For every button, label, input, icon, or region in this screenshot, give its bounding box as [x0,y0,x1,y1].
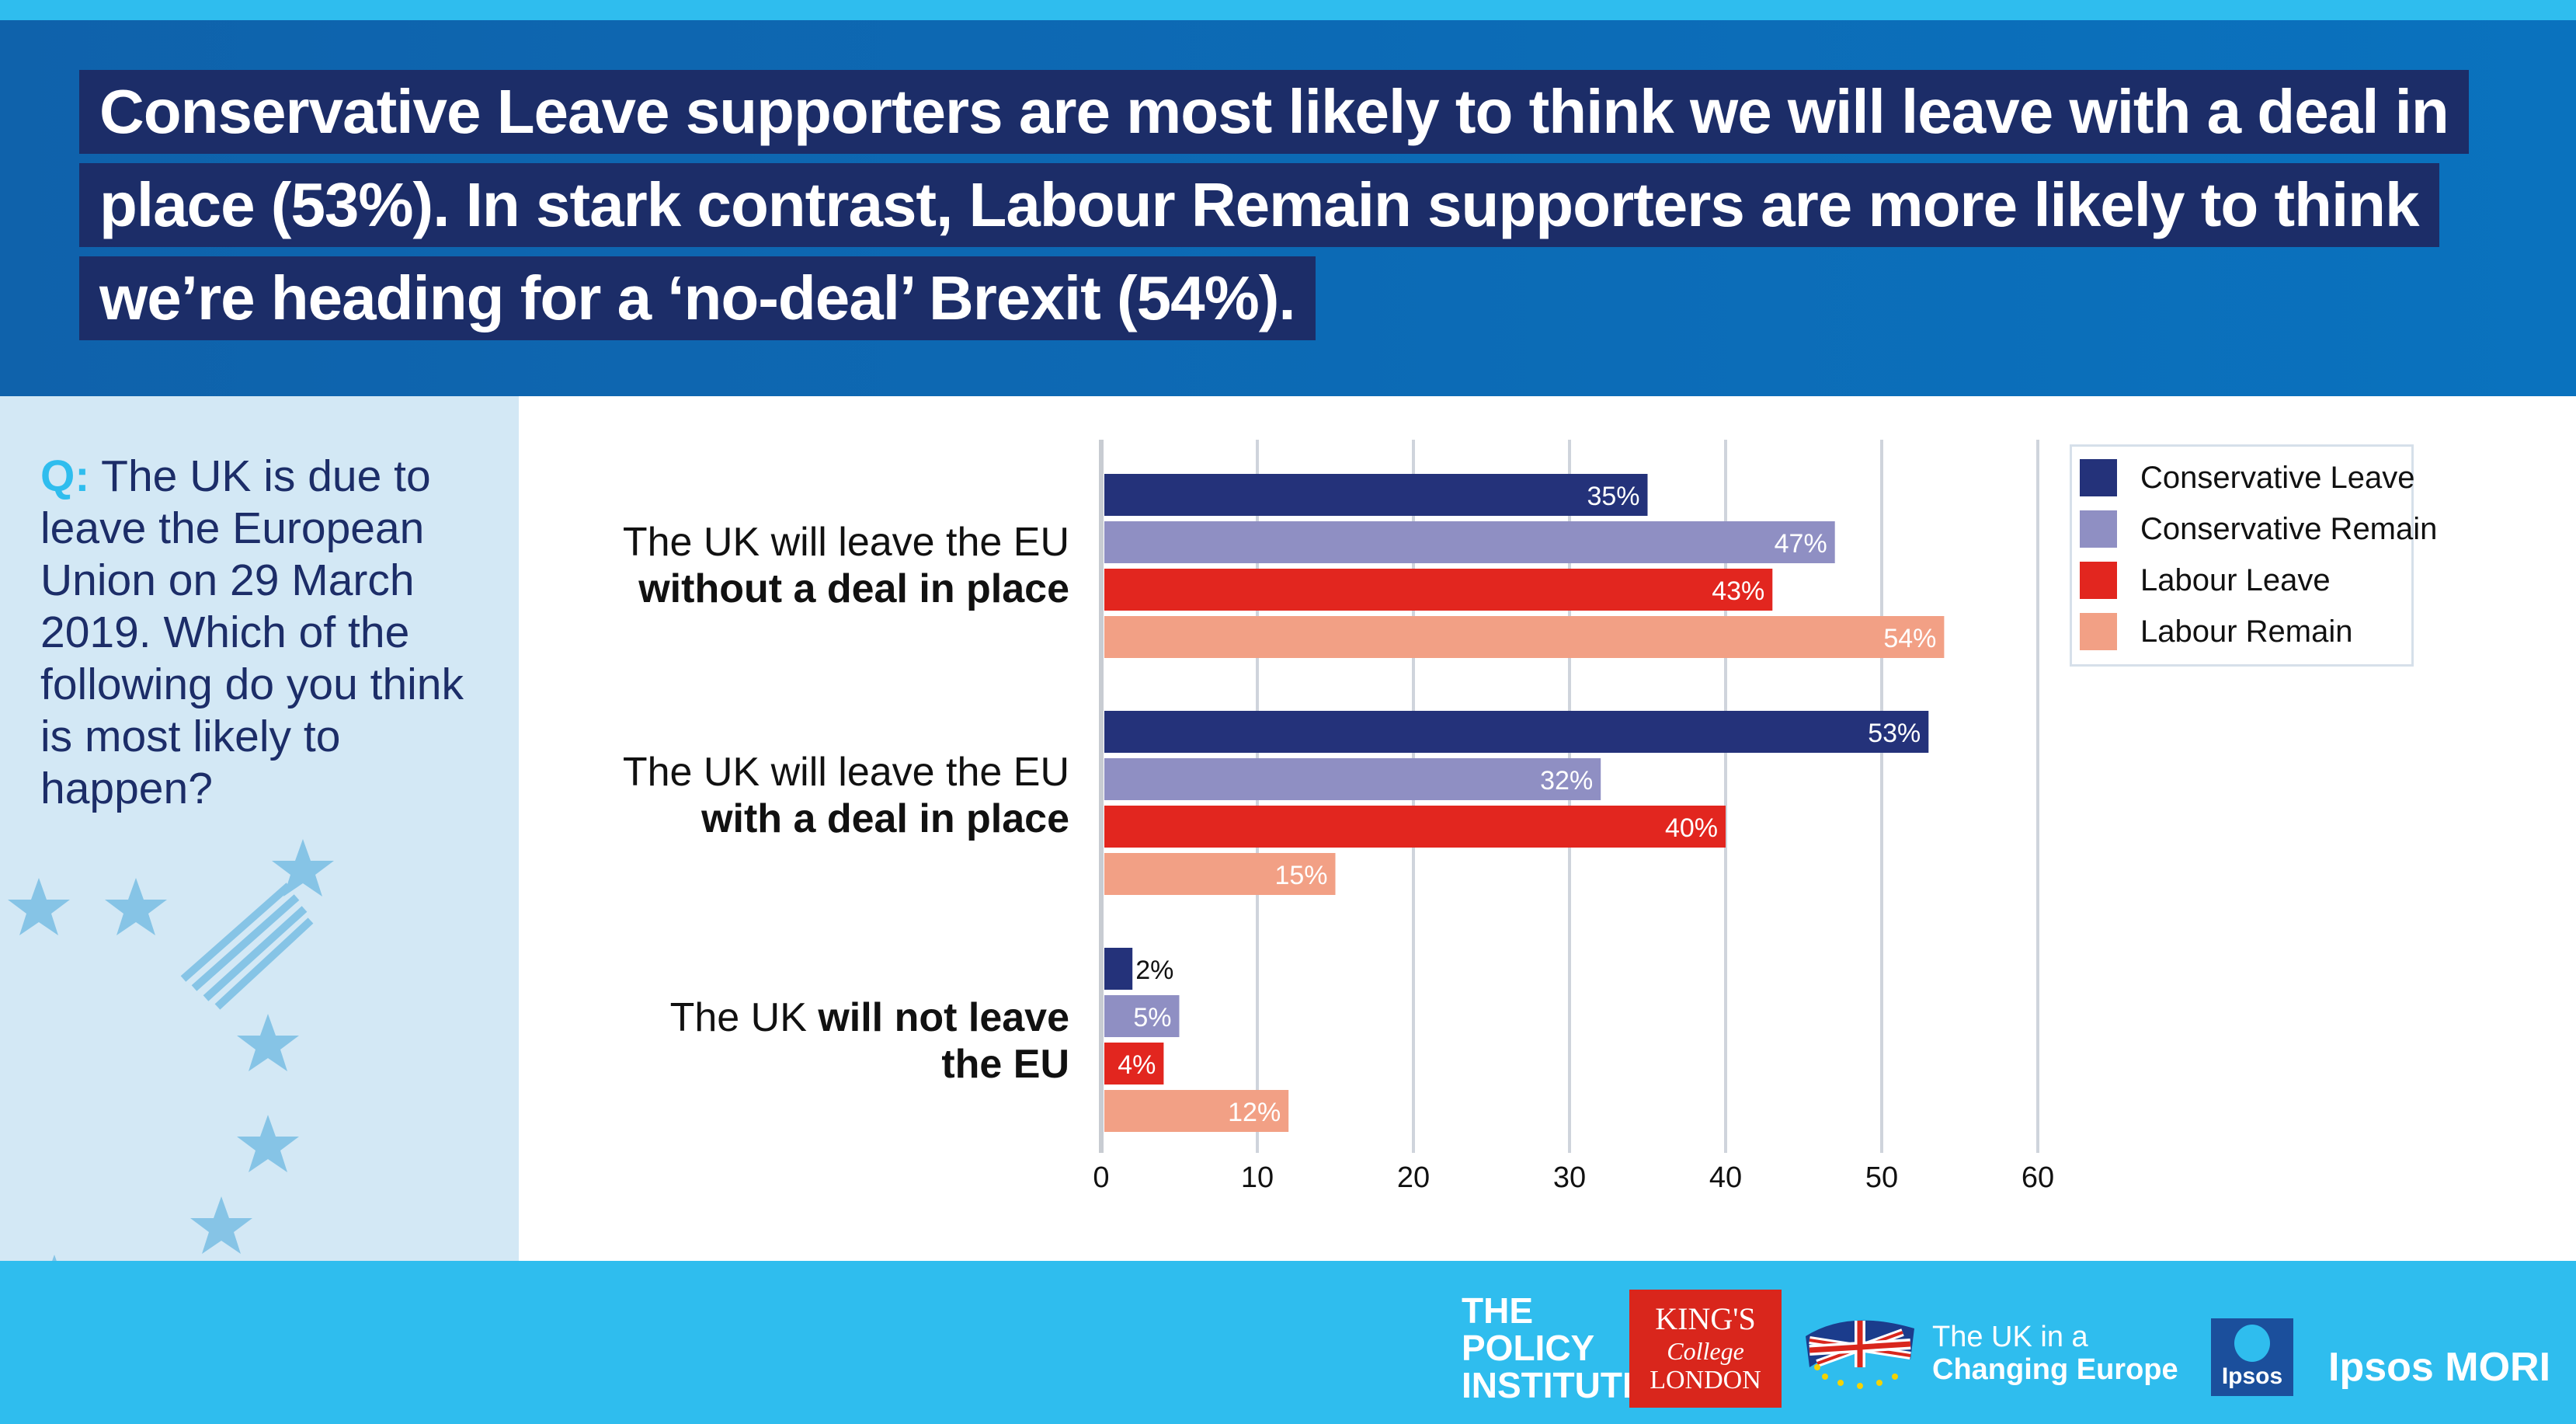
footer [0,1261,2576,1424]
question-body: The UK is due to leave the European Unio… [40,451,464,813]
category-label-not-leave: The UK will not leave the EU [670,994,1069,1088]
logo-text: Ipsos [2221,1363,2283,1389]
category-label-bold: with a deal in place [701,796,1069,841]
uk-changing-europe-logo: The UK in a Changing Europe [1932,1321,2178,1386]
legend-item: Labour Remain [2080,610,2353,653]
star-icon [272,839,334,897]
stars-decoration [8,839,334,1261]
legend-swatch [2080,459,2117,496]
question-text: Q: The UK is due to leave the European U… [40,451,506,815]
title-line-2: place (53%). In stark contrast, Labour R… [79,163,2439,247]
legend: Conservative Leave Conservative Remain L… [2070,444,2437,667]
ipsos-logo: Ipsos [2211,1318,2293,1396]
category-label-line: The UK will leave the EU [622,520,1069,565]
logo-text: College [1667,1337,1744,1365]
legend-label: Labour Remain [2140,614,2353,649]
legend-swatch [2080,613,2117,650]
shooting-star-trail [180,883,314,1010]
legend-swatch [2080,562,2117,599]
star-icon [105,878,167,935]
category-label-bold-2: the EU [941,1042,1069,1087]
star-icon [237,1115,299,1172]
star-icon [52,1255,57,1261]
logo-text: The UK in a [1932,1321,2088,1353]
legend-item: Conservative Leave [2080,456,2415,500]
legend-swatch [2080,510,2117,548]
legend-item: Labour Leave [2080,559,2331,602]
stars-group [8,839,334,1261]
title-line-3: we’re heading for a ‘no-deal’ Brexit (54… [79,256,1316,340]
question-prefix: Q: [40,451,90,501]
category-label-bold: will not leave [818,995,1069,1040]
logo-text: THE [1462,1290,1533,1331]
logo-text: POLICY [1462,1328,1595,1368]
legend-label: Labour Leave [2140,562,2331,597]
policy-institute-logo: THE POLICY INSTITUTE [1462,1292,1646,1404]
category-label-no-deal: The UK will leave the EU without a deal … [623,519,1069,612]
question-panel: Q: The UK is due to leave the European U… [0,396,519,1261]
ipsos-mori-logo: Ipsos MORI [2328,1345,2551,1390]
logo-text: Changing Europe [1932,1353,2178,1386]
ipsos-emblem-icon [2234,1325,2270,1362]
union-flag-icon [1806,1320,1914,1389]
logo-text: INSTITUTE [1462,1365,1646,1405]
legend-label: Conservative Remain [2140,511,2438,546]
legend-label: Conservative Leave [2140,460,2415,495]
logo-text: LONDON [1650,1366,1761,1394]
category-label-line: The UK will leave the EU [622,750,1069,795]
star-icon [190,1196,252,1254]
title-line-1: Conservative Leave supporters are most l… [79,70,2469,154]
category-label-bold: without a deal in place [638,566,1069,611]
star-icon [237,1014,299,1071]
category-label-deal: The UK will leave the EU with a deal in … [623,749,1069,842]
legend-item: Conservative Remain [2080,507,2437,551]
kings-college-logo: KING'S College LONDON [1629,1290,1782,1408]
logo-text: KING'S [1655,1301,1756,1336]
star-icon [8,878,70,935]
header-banner: Conservative Leave supporters are most l… [0,20,2576,396]
category-label-line: The UK [669,995,819,1040]
top-strip [0,0,2576,20]
